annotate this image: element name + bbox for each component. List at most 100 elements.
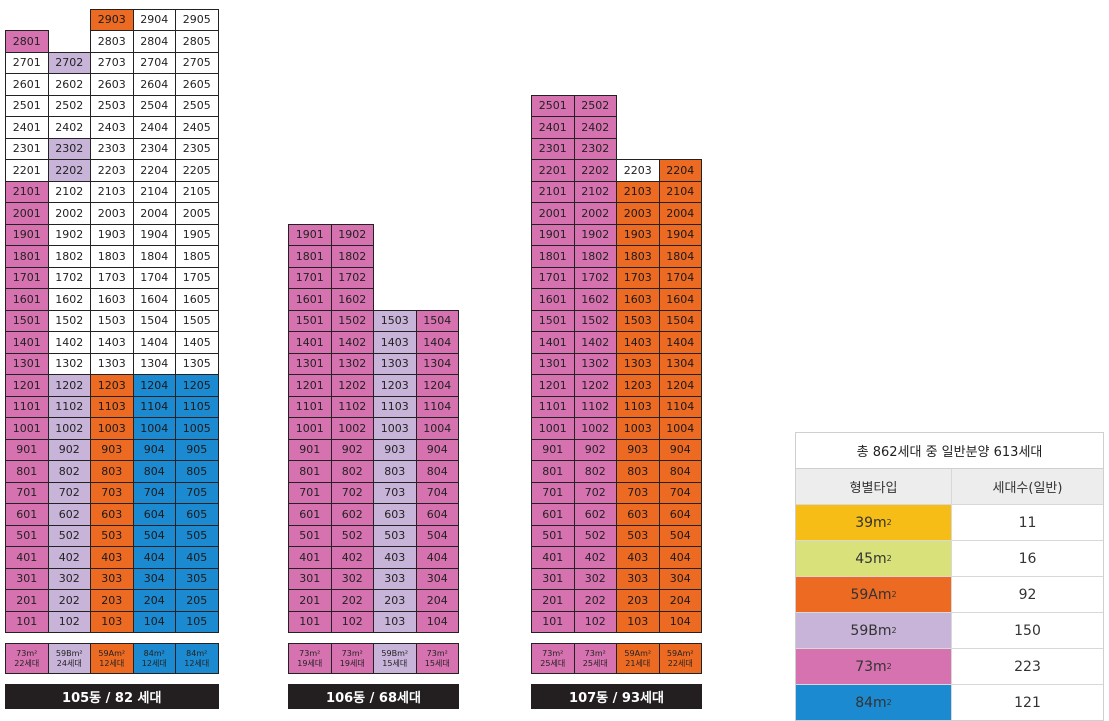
legend-type-sup: 2 bbox=[886, 662, 892, 671]
unit-cell: 2402 bbox=[573, 116, 617, 139]
unit-cell: 702 bbox=[330, 481, 374, 504]
unit-cell: 1703 bbox=[90, 266, 134, 289]
unit-cell: 2101 bbox=[5, 180, 49, 203]
unit-cell: 805 bbox=[175, 460, 219, 483]
unit-cell: 902 bbox=[330, 438, 374, 461]
unit-cell: 901 bbox=[5, 438, 49, 461]
legend-type-sup: 2 bbox=[886, 698, 892, 707]
column-type-label: 59Am² bbox=[624, 648, 652, 658]
unit-cell: 2201 bbox=[531, 159, 575, 182]
column-type-cell: 59Bm² 15세대 bbox=[373, 643, 417, 674]
unit-cell: 2204 bbox=[658, 159, 702, 182]
unit-cell: 1904 bbox=[132, 223, 176, 246]
unit-cell: 2701 bbox=[5, 51, 49, 74]
unit-cell: 2002 bbox=[573, 202, 617, 225]
unit-cell: 2001 bbox=[5, 202, 49, 225]
column-type-cell: 59Am² 12세대 bbox=[90, 643, 134, 674]
unit-cell: 1902 bbox=[47, 223, 91, 246]
column-type-label: 59Bm² bbox=[55, 648, 83, 658]
unit-cell: 1102 bbox=[330, 395, 374, 418]
column-count-label: 19세대 bbox=[297, 658, 323, 668]
unit-cell: 1601 bbox=[288, 288, 332, 311]
unit-cell: 1201 bbox=[5, 374, 49, 397]
unit-cell: 502 bbox=[47, 524, 91, 547]
unit-cell: 2605 bbox=[175, 73, 219, 96]
unit-cell: 704 bbox=[658, 481, 702, 504]
unit-cell: 402 bbox=[330, 546, 374, 569]
unit-cell: 1002 bbox=[573, 417, 617, 440]
unit-cell: 1004 bbox=[415, 417, 459, 440]
legend-type-label: 59Bm bbox=[850, 622, 892, 639]
unit-cell: 1103 bbox=[616, 395, 660, 418]
unit-cell: 1804 bbox=[658, 245, 702, 268]
unit-cell: 1102 bbox=[47, 395, 91, 418]
unit-cell: 2502 bbox=[573, 94, 617, 117]
unit-cell: 2703 bbox=[90, 51, 134, 74]
unit-cell: 1403 bbox=[90, 331, 134, 354]
unit-cell: 1704 bbox=[132, 266, 176, 289]
unit-cell: 1504 bbox=[132, 309, 176, 332]
legend-row: 39m 2 11 bbox=[796, 505, 1103, 541]
unit-cell: 905 bbox=[175, 438, 219, 461]
unit-cell: 1503 bbox=[616, 309, 660, 332]
unit-cell: 604 bbox=[658, 503, 702, 526]
unit-cell: 2501 bbox=[531, 94, 575, 117]
unit-cell: 904 bbox=[132, 438, 176, 461]
unit-cell: 1504 bbox=[415, 309, 459, 332]
legend-header: 형별타입 세대수(일반) bbox=[796, 469, 1103, 505]
unit-cell: 104 bbox=[415, 610, 459, 633]
unit-cell: 1902 bbox=[330, 223, 374, 246]
unit-cell: 1905 bbox=[175, 223, 219, 246]
unit-cell: 1205 bbox=[175, 374, 219, 397]
building-label-106: 106동 / 68세대 bbox=[288, 684, 459, 709]
unit-cell: 403 bbox=[616, 546, 660, 569]
unit-cell: 801 bbox=[531, 460, 575, 483]
column-count-label: 12세대 bbox=[99, 658, 125, 668]
unit-cell: 2301 bbox=[531, 137, 575, 160]
unit-cell: 2102 bbox=[573, 180, 617, 203]
unit-cell: 1303 bbox=[90, 352, 134, 375]
unit-cell: 2801 bbox=[5, 30, 49, 53]
legend-type-sup: 2 bbox=[886, 554, 892, 563]
unit-cell: 201 bbox=[5, 589, 49, 612]
column-type-label: 73m² bbox=[542, 648, 564, 658]
unit-cell: 2505 bbox=[175, 94, 219, 117]
column-type-cell: 73m² 22세대 bbox=[5, 643, 49, 674]
unit-cell: 1404 bbox=[415, 331, 459, 354]
unit-cell: 1105 bbox=[175, 395, 219, 418]
column-type-cell: 73m² 19세대 bbox=[330, 643, 374, 674]
unit-cell: 1005 bbox=[175, 417, 219, 440]
unit-cell: 1004 bbox=[132, 417, 176, 440]
unit-cell: 504 bbox=[658, 524, 702, 547]
unit-cell: 804 bbox=[415, 460, 459, 483]
legend-type-swatch: 59Bm 2 bbox=[796, 613, 951, 648]
column-count-label: 24세대 bbox=[56, 658, 82, 668]
unit-cell: 403 bbox=[373, 546, 417, 569]
unit-cell: 1802 bbox=[573, 245, 617, 268]
unit-cell: 1802 bbox=[330, 245, 374, 268]
unit-cell: 2105 bbox=[175, 180, 219, 203]
unit-cell: 501 bbox=[5, 524, 49, 547]
unit-cell: 601 bbox=[531, 503, 575, 526]
unit-cell: 1505 bbox=[175, 309, 219, 332]
unit-cell: 202 bbox=[47, 589, 91, 612]
column-type-cell: 73m² 19세대 bbox=[288, 643, 332, 674]
unit-cell: 1101 bbox=[288, 395, 332, 418]
unit-cell: 503 bbox=[616, 524, 660, 547]
unit-cell: 1003 bbox=[616, 417, 660, 440]
unit-cell: 2004 bbox=[132, 202, 176, 225]
unit-cell: 104 bbox=[132, 610, 176, 633]
unit-cell: 204 bbox=[415, 589, 459, 612]
unit-cell: 204 bbox=[658, 589, 702, 612]
column-type-cell: 84m² 12세대 bbox=[175, 643, 219, 674]
unit-cell: 804 bbox=[658, 460, 702, 483]
legend-type-sup: 2 bbox=[891, 590, 897, 599]
column-count-label: 21세대 bbox=[625, 658, 651, 668]
unit-cell: 502 bbox=[330, 524, 374, 547]
unit-cell: 803 bbox=[90, 460, 134, 483]
legend-count: 223 bbox=[951, 649, 1103, 684]
unit-cell: 2401 bbox=[5, 116, 49, 139]
unit-cell: 105 bbox=[175, 610, 219, 633]
unit-cell: 1103 bbox=[90, 395, 134, 418]
unit-cell: 503 bbox=[373, 524, 417, 547]
